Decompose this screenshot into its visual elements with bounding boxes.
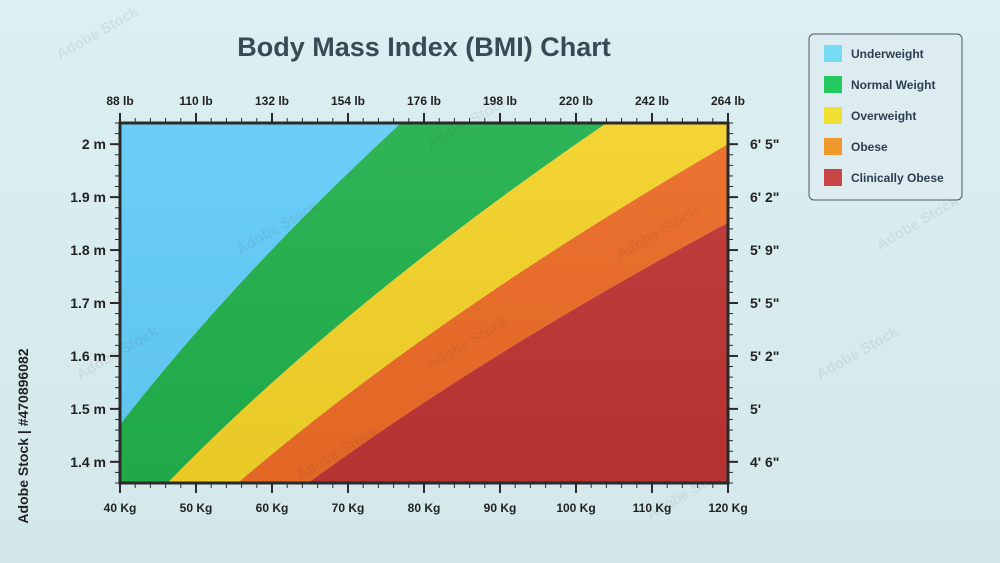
x-top-tick-label: 264 lb (711, 94, 745, 108)
y-left-tick-label: 1.8 m (70, 242, 106, 258)
plot-shading (120, 123, 728, 483)
x-bottom-tick-label: 110 Kg (633, 501, 672, 515)
legend-swatch (824, 169, 842, 186)
x-top-tick-label: 154 lb (331, 94, 365, 108)
watermark-text: Adobe Stock (874, 193, 962, 254)
x-top-tick-label: 220 lb (559, 94, 593, 108)
y-right-tick-label: 6' 5" (750, 136, 779, 152)
x-top-tick-label: 88 lb (106, 94, 133, 108)
x-bottom-tick-label: 50 Kg (180, 501, 213, 515)
y-left-tick-label: 2 m (82, 136, 106, 152)
legend: Underweight Normal Weight Overweight Obese C… (808, 33, 963, 201)
x-bottom-tick-label: 120 Kg (708, 501, 747, 515)
y-right-tick-label: 5' (750, 401, 761, 417)
y-left-tick-label: 1.5 m (70, 401, 106, 417)
side-caption: Adobe Stock | #470896082 (15, 348, 31, 523)
x-bottom-tick-label: 60 Kg (256, 501, 289, 515)
legend-label: Overweight (851, 109, 916, 123)
x-top-tick-label: 242 lb (635, 94, 669, 108)
y-left-tick-label: 1.4 m (70, 454, 106, 470)
watermark-text: Adobe Stock (814, 323, 902, 384)
x-bottom-tick-label: 70 Kg (332, 501, 365, 515)
legend-label: Obese (851, 140, 888, 154)
axis-ticks (110, 113, 738, 493)
x-top-tick-label: 110 lb (179, 94, 212, 108)
y-left-tick-label: 1.6 m (70, 348, 106, 364)
legend-label: Underweight (851, 47, 924, 61)
y-right-tick-label: 5' 9" (750, 242, 779, 258)
y-right-tick-label: 4' 6" (750, 454, 779, 470)
y-right-tick-label: 5' 2" (750, 348, 779, 364)
legend-label: Clinically Obese (851, 171, 944, 185)
x-bottom-tick-label: 100 Kg (556, 501, 595, 515)
x-bottom-tick-label: 40 Kg (104, 501, 137, 515)
x-top-tick-label: 198 lb (483, 94, 517, 108)
y-left-tick-label: 1.7 m (70, 295, 106, 311)
x-top-tick-label: 176 lb (407, 94, 441, 108)
legend-swatch (824, 45, 842, 62)
chart-title: Body Mass Index (BMI) Chart (237, 32, 611, 62)
y-right-tick-label: 5' 5" (750, 295, 779, 311)
y-right-tick-label: 6' 2" (750, 189, 779, 205)
legend-label: Normal Weight (851, 78, 935, 92)
legend-swatch (824, 76, 842, 93)
watermark-text: Adobe Stock (54, 3, 142, 64)
legend-swatch (824, 138, 842, 155)
x-top-tick-label: 132 lb (255, 94, 289, 108)
x-bottom-tick-label: 80 Kg (408, 501, 441, 515)
y-left-tick-label: 1.9 m (70, 189, 106, 205)
x-bottom-tick-label: 90 Kg (484, 501, 517, 515)
legend-swatch (824, 107, 842, 124)
legend-box (808, 33, 963, 201)
axis-labels: 40 Kg 50 Kg 60 Kg 70 Kg 80 Kg 90 Kg 100 Kg 110 … (70, 94, 779, 515)
